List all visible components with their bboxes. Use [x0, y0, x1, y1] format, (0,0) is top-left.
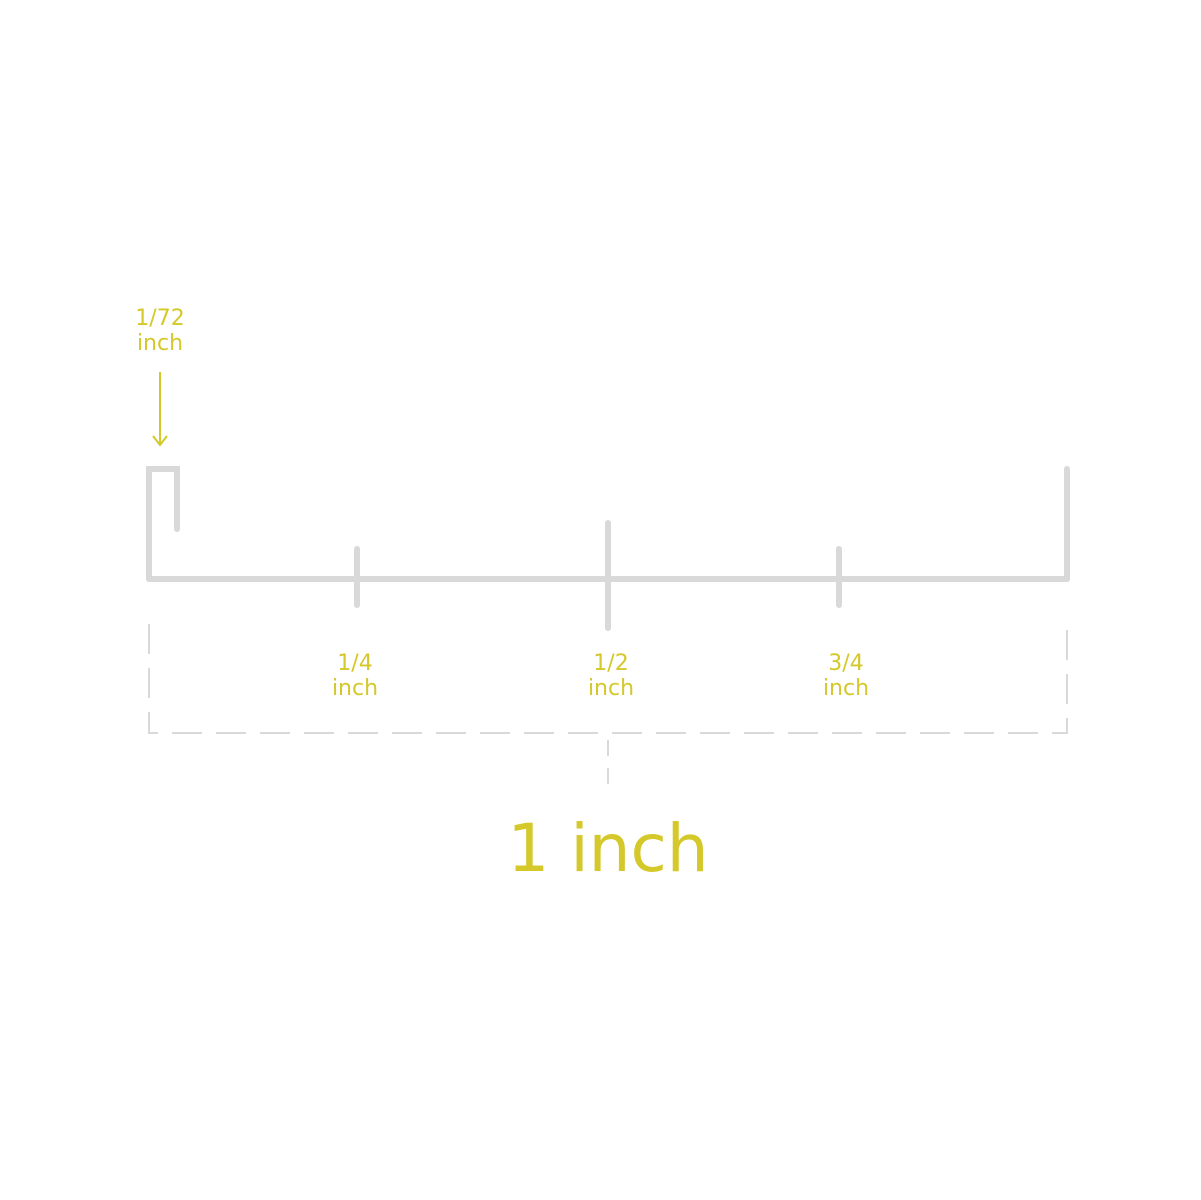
- tick-fraction: 1/2: [593, 651, 629, 676]
- tick-label-quarter: 1/4 inch: [295, 651, 415, 701]
- tick-fraction: 1/4: [337, 651, 373, 676]
- arrow-head: [152, 435, 168, 447]
- total-length-label: 1 inch: [507, 810, 709, 887]
- tick-unit: inch: [822, 675, 870, 701]
- pointer-label: 1/72 inch: [100, 306, 220, 356]
- tick-unit: inch: [331, 675, 379, 701]
- tick-label-three-quarter: 3/4 inch: [786, 651, 906, 701]
- pointer-fraction: 1/72: [135, 306, 185, 331]
- pointer-unit: inch: [136, 330, 184, 356]
- ruler-start-hook: [146, 466, 180, 582]
- tick-label-half: 1/2 inch: [551, 651, 671, 701]
- tick-unit: inch: [587, 675, 635, 701]
- tick-fraction: 3/4: [828, 651, 864, 676]
- measure-bracket: [148, 624, 1068, 734]
